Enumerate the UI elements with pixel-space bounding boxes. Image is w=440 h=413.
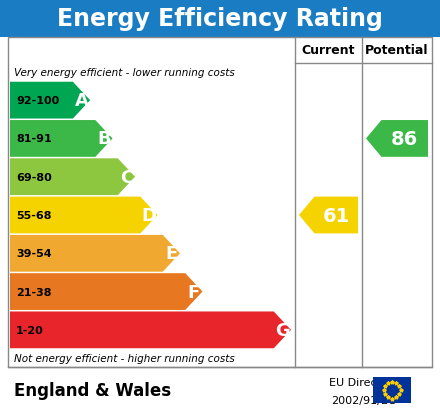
Text: Current: Current: [302, 44, 355, 57]
Text: EU Directive: EU Directive: [329, 377, 397, 387]
Polygon shape: [299, 197, 358, 234]
Polygon shape: [10, 83, 90, 119]
Text: England & Wales: England & Wales: [14, 381, 171, 399]
Polygon shape: [10, 159, 135, 196]
Text: F: F: [188, 283, 200, 301]
Text: 61: 61: [323, 206, 350, 225]
Text: 92-100: 92-100: [16, 96, 59, 106]
Text: 39-54: 39-54: [16, 249, 51, 259]
Bar: [0, 0, 440, 38]
Text: 21-38: 21-38: [16, 287, 51, 297]
Text: Potential: Potential: [365, 44, 429, 57]
Polygon shape: [10, 273, 202, 310]
Text: Energy Efficiency Rating: Energy Efficiency Rating: [57, 7, 383, 31]
Text: B: B: [97, 130, 111, 148]
Text: A: A: [74, 92, 88, 110]
Text: 2002/91/EC: 2002/91/EC: [331, 395, 395, 405]
Text: 81-91: 81-91: [16, 134, 52, 144]
Bar: [373, 377, 411, 403]
Polygon shape: [10, 235, 180, 272]
Polygon shape: [10, 121, 113, 157]
Text: G: G: [275, 321, 290, 339]
Text: 55-68: 55-68: [16, 211, 51, 221]
Text: D: D: [141, 206, 156, 224]
Text: 86: 86: [391, 130, 418, 149]
Text: 69-80: 69-80: [16, 172, 52, 182]
Text: Very energy efficient - lower running costs: Very energy efficient - lower running co…: [14, 68, 235, 78]
Text: C: C: [120, 169, 133, 186]
Text: 1-20: 1-20: [16, 325, 44, 335]
Polygon shape: [366, 121, 428, 157]
Bar: [8, 38, 432, 367]
Text: Not energy efficient - higher running costs: Not energy efficient - higher running co…: [14, 353, 235, 363]
Polygon shape: [10, 312, 291, 349]
Polygon shape: [10, 197, 158, 234]
Text: E: E: [165, 244, 177, 263]
